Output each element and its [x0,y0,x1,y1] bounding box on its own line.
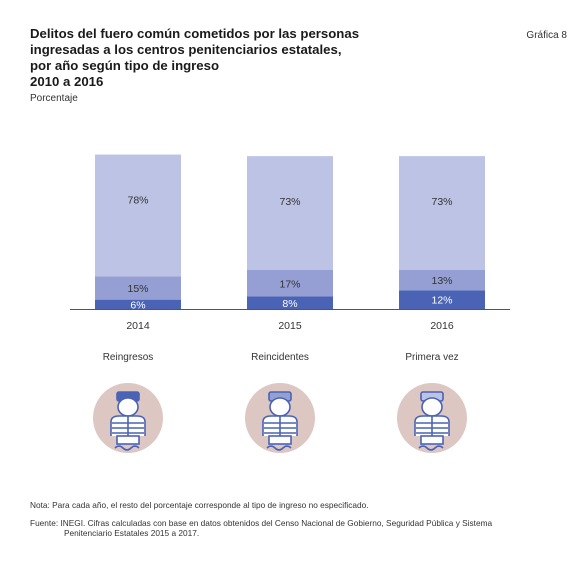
bar-reincidentes-2014 [95,276,181,300]
x-tick-2016: 2016 [430,320,454,332]
x-tick-2014: 2014 [126,320,150,332]
label-reincidentes-2014: 15% [127,283,148,295]
bar-reingresos-2016 [399,290,485,309]
bar-reingresos-2014 [95,299,181,309]
title-line-1: Delitos del fuero común cometidos por la… [30,26,360,41]
label-reingresos-2014: 6% [130,299,145,311]
figure-label: Gráfica 8 [526,30,567,41]
prisoner-reincidentes-icon [245,383,315,453]
stacked-bar-chart: 6% 15% 78% 2014 8% 17% 73% 2015 12% 13% 73% 2016 [70,154,510,332]
bar-reingresos-2015 [247,296,333,309]
unit-label: Porcentaje [30,93,78,104]
legend-reingresos: Reingresos [102,352,154,363]
title-line-2: ingresadas a los centros penitenciarios … [30,42,342,57]
label-reingresos-2015: 8% [282,298,297,310]
bar-primera-vez-2015 [247,156,333,270]
title-line-3: por año según tipo de ingreso [30,58,220,73]
label-primera-vez-2014: 78% [127,195,148,207]
bar-primera-vez-2014 [95,154,181,277]
label-reincidentes-2016: 13% [431,275,452,287]
label-reingresos-2016: 12% [431,295,452,307]
bar-reincidentes-2015 [247,270,333,297]
bar-reincidentes-2016 [399,270,485,291]
legend-reincidentes: Reincidentes [251,352,309,363]
source-line-2: Penitenciario Estatales 2015 a 2017. [64,528,200,538]
label-primera-vez-2016: 73% [431,196,452,208]
title-line-4: 2010 a 2016 [30,74,104,89]
bar-primera-vez-2016 [399,156,485,270]
source-text: Fuente: INEGI. Cifras calculadas con bas… [30,518,575,538]
prisoner-reingresos-icon [93,383,163,453]
label-reincidentes-2015: 17% [279,278,300,290]
label-primera-vez-2015: 73% [279,196,300,208]
note-text: Nota: Para cada año, el resto del porcen… [30,500,369,510]
prisoner-primera-vez-icon [397,383,467,453]
legend-primera-vez: Primera vez [405,352,459,363]
source-line-1: Fuente: INEGI. Cifras calculadas con bas… [30,518,493,528]
x-tick-2015: 2015 [278,320,302,332]
chart-title: Delitos del fuero común cometidos por la… [30,26,450,90]
